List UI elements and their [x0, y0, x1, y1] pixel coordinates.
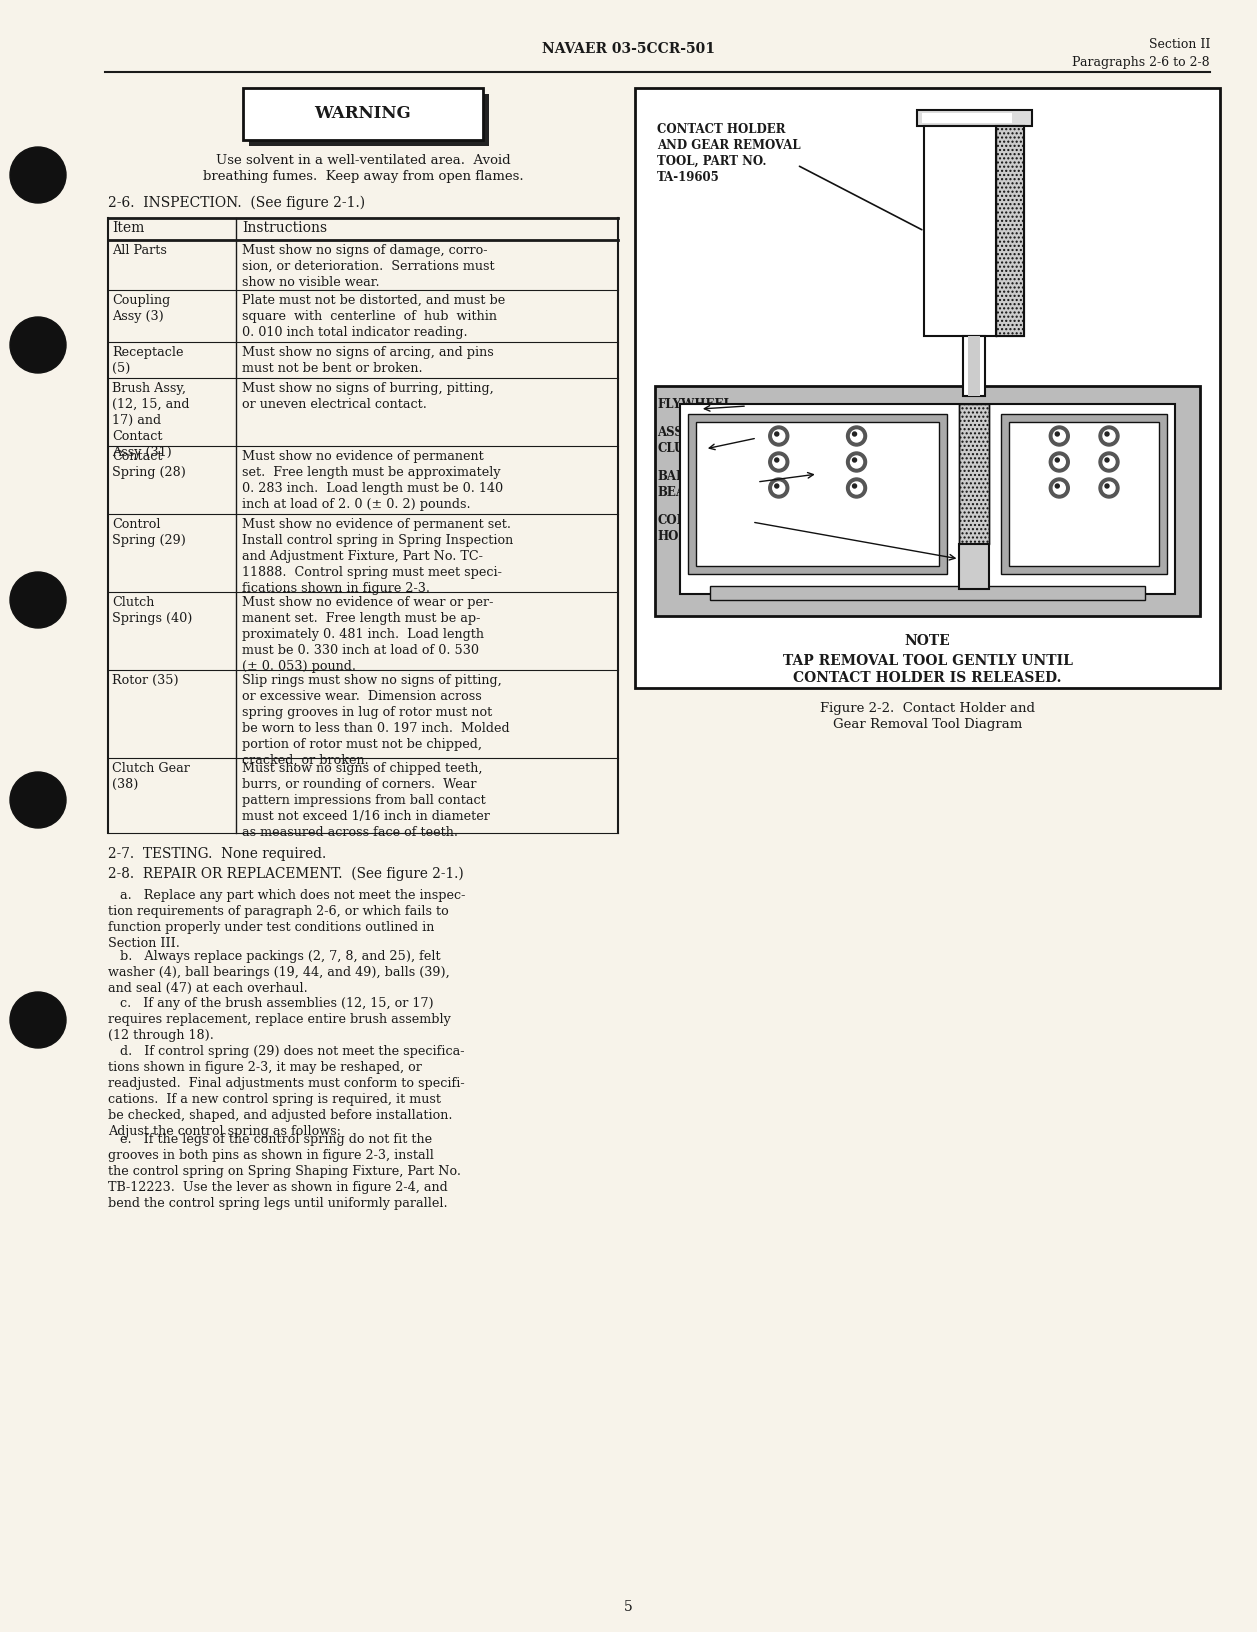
- Circle shape: [773, 481, 784, 494]
- Circle shape: [851, 429, 862, 442]
- Text: Must show no signs of burring, pitting,
or uneven electrical contact.: Must show no signs of burring, pitting, …: [243, 382, 494, 411]
- Circle shape: [1099, 426, 1119, 446]
- Circle shape: [773, 429, 784, 442]
- Text: Paragraphs 2-6 to 2-8: Paragraphs 2-6 to 2-8: [1072, 55, 1210, 69]
- Text: Plate must not be distorted, and must be
square  with  centerline  of  hub  with: Plate must not be distorted, and must be…: [243, 294, 505, 339]
- Text: TAP REMOVAL TOOL GENTLY UNTIL
CONTACT HOLDER IS RELEASED.: TAP REMOVAL TOOL GENTLY UNTIL CONTACT HO…: [783, 654, 1072, 685]
- Bar: [968, 336, 980, 397]
- Text: Item: Item: [112, 220, 145, 235]
- Bar: [696, 423, 939, 566]
- Text: Contact
Spring (28): Contact Spring (28): [112, 450, 186, 480]
- Circle shape: [1099, 478, 1119, 498]
- Circle shape: [1099, 452, 1119, 472]
- Circle shape: [852, 459, 856, 462]
- Text: Instructions: Instructions: [243, 220, 327, 235]
- Bar: [997, 126, 1024, 336]
- Text: Must show no evidence of permanent
set.  Free length must be approximately
0. 28: Must show no evidence of permanent set. …: [243, 450, 503, 511]
- Circle shape: [1102, 481, 1115, 494]
- Text: Rotor (35): Rotor (35): [112, 674, 178, 687]
- Text: 2-6.  INSPECTION.  (See figure 2-1.): 2-6. INSPECTION. (See figure 2-1.): [108, 196, 365, 211]
- Text: Must show no evidence of permanent set.
Install control spring in Spring Inspect: Must show no evidence of permanent set. …: [243, 517, 513, 596]
- Circle shape: [1050, 426, 1070, 446]
- Circle shape: [10, 147, 67, 202]
- Circle shape: [852, 432, 856, 436]
- Circle shape: [10, 317, 67, 374]
- Circle shape: [1053, 429, 1065, 442]
- Text: FLYWHEEL: FLYWHEEL: [657, 398, 732, 411]
- Text: 5: 5: [623, 1599, 632, 1614]
- Text: a.   Replace any part which does not meet the inspec-
tion requirements of parag: a. Replace any part which does not meet …: [108, 889, 465, 950]
- Bar: [635, 88, 1221, 689]
- Circle shape: [773, 455, 784, 468]
- Circle shape: [1053, 481, 1065, 494]
- Text: All Parts: All Parts: [112, 245, 167, 256]
- Bar: [680, 405, 1175, 594]
- Text: NOTE: NOTE: [905, 633, 950, 648]
- Bar: [963, 336, 985, 397]
- Text: Brush Assy,
(12, 15, and
17) and
Contact
Assy (31): Brush Assy, (12, 15, and 17) and Contact…: [112, 382, 190, 459]
- Text: Must show no evidence of wear or per-
manent set.  Free length must be ap-
proxi: Must show no evidence of wear or per- ma…: [243, 596, 494, 672]
- Text: NAVAER 03-5CCR-501: NAVAER 03-5CCR-501: [542, 42, 714, 55]
- Circle shape: [1056, 459, 1060, 462]
- Circle shape: [1102, 429, 1115, 442]
- Text: Use solvent in a well-ventilated area.  Avoid: Use solvent in a well-ventilated area. A…: [216, 153, 510, 166]
- Bar: [243, 88, 483, 140]
- Circle shape: [769, 426, 788, 446]
- Text: b.   Always replace packings (2, 7, 8, and 25), felt
washer (4), ball bearings (: b. Always replace packings (2, 7, 8, and…: [108, 950, 450, 996]
- Circle shape: [846, 478, 866, 498]
- Text: Receptacle
(5): Receptacle (5): [112, 346, 184, 375]
- Text: CONTACT
HOLDER: CONTACT HOLDER: [657, 514, 723, 543]
- Text: BALL
BEARINGS: BALL BEARINGS: [657, 470, 729, 499]
- Circle shape: [852, 485, 856, 488]
- Circle shape: [1056, 432, 1060, 436]
- Text: Must show no signs of chipped teeth,
burrs, or rounding of corners.  Wear
patter: Must show no signs of chipped teeth, bur…: [243, 762, 490, 839]
- Bar: [916, 109, 1032, 126]
- Text: Clutch
Springs (40): Clutch Springs (40): [112, 596, 192, 625]
- Circle shape: [769, 452, 788, 472]
- Bar: [924, 126, 1024, 336]
- Circle shape: [1050, 478, 1070, 498]
- Text: 2-8.  REPAIR OR REPLACEMENT.  (See figure 2-1.): 2-8. REPAIR OR REPLACEMENT. (See figure …: [108, 867, 464, 881]
- Bar: [959, 405, 989, 543]
- Text: Must show no signs of arcing, and pins
must not be bent or broken.: Must show no signs of arcing, and pins m…: [243, 346, 494, 375]
- Circle shape: [1050, 452, 1070, 472]
- Circle shape: [769, 478, 788, 498]
- Circle shape: [851, 455, 862, 468]
- Text: Gear Removal Tool Diagram: Gear Removal Tool Diagram: [833, 718, 1022, 731]
- Bar: [921, 113, 1012, 122]
- Circle shape: [774, 432, 779, 436]
- Text: ASSEMBLED
CLUTCH: ASSEMBLED CLUTCH: [657, 426, 742, 455]
- Text: Must show no signs of damage, corro-
sion, or deterioration.  Serrations must
sh: Must show no signs of damage, corro- sio…: [243, 245, 494, 289]
- Text: Clutch Gear
(38): Clutch Gear (38): [112, 762, 190, 792]
- Bar: [249, 95, 489, 145]
- Text: c.   If any of the brush assemblies (12, 15, or 17)
requires replacement, replac: c. If any of the brush assemblies (12, 1…: [108, 997, 451, 1043]
- Bar: [688, 415, 948, 574]
- Text: Section II: Section II: [1149, 38, 1210, 51]
- Circle shape: [1105, 432, 1109, 436]
- Circle shape: [1056, 485, 1060, 488]
- Circle shape: [846, 452, 866, 472]
- Text: Coupling
Assy (3): Coupling Assy (3): [112, 294, 170, 323]
- Text: 2-7.  TESTING.  None required.: 2-7. TESTING. None required.: [108, 847, 327, 862]
- Text: Slip rings must show no signs of pitting,
or excessive wear.  Dimension across
s: Slip rings must show no signs of pitting…: [243, 674, 509, 767]
- Circle shape: [1105, 459, 1109, 462]
- Text: Figure 2-2.  Contact Holder and: Figure 2-2. Contact Holder and: [820, 702, 1035, 715]
- Bar: [1002, 415, 1166, 574]
- Circle shape: [10, 992, 67, 1048]
- Text: CONTACT HOLDER
AND GEAR REMOVAL
TOOL, PART NO.
TA-19605: CONTACT HOLDER AND GEAR REMOVAL TOOL, PA…: [657, 122, 801, 184]
- Bar: [959, 543, 989, 589]
- Bar: [710, 586, 1145, 601]
- Bar: [655, 387, 1200, 615]
- Circle shape: [10, 571, 67, 628]
- Text: WARNING: WARNING: [314, 106, 411, 122]
- Text: d.   If control spring (29) does not meet the specifica-
tions shown in figure 2: d. If control spring (29) does not meet …: [108, 1044, 465, 1138]
- Circle shape: [774, 459, 779, 462]
- Bar: [963, 405, 982, 543]
- Circle shape: [1105, 485, 1109, 488]
- Text: breathing fumes.  Keep away from open flames.: breathing fumes. Keep away from open fla…: [202, 170, 523, 183]
- Circle shape: [774, 485, 779, 488]
- Circle shape: [851, 481, 862, 494]
- Circle shape: [1053, 455, 1065, 468]
- Text: e.   If the legs of the control spring do not fit the
grooves in both pins as sh: e. If the legs of the control spring do …: [108, 1133, 461, 1209]
- Text: Control
Spring (29): Control Spring (29): [112, 517, 186, 547]
